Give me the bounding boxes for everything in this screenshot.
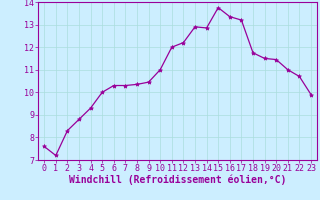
X-axis label: Windchill (Refroidissement éolien,°C): Windchill (Refroidissement éolien,°C) (69, 175, 286, 185)
